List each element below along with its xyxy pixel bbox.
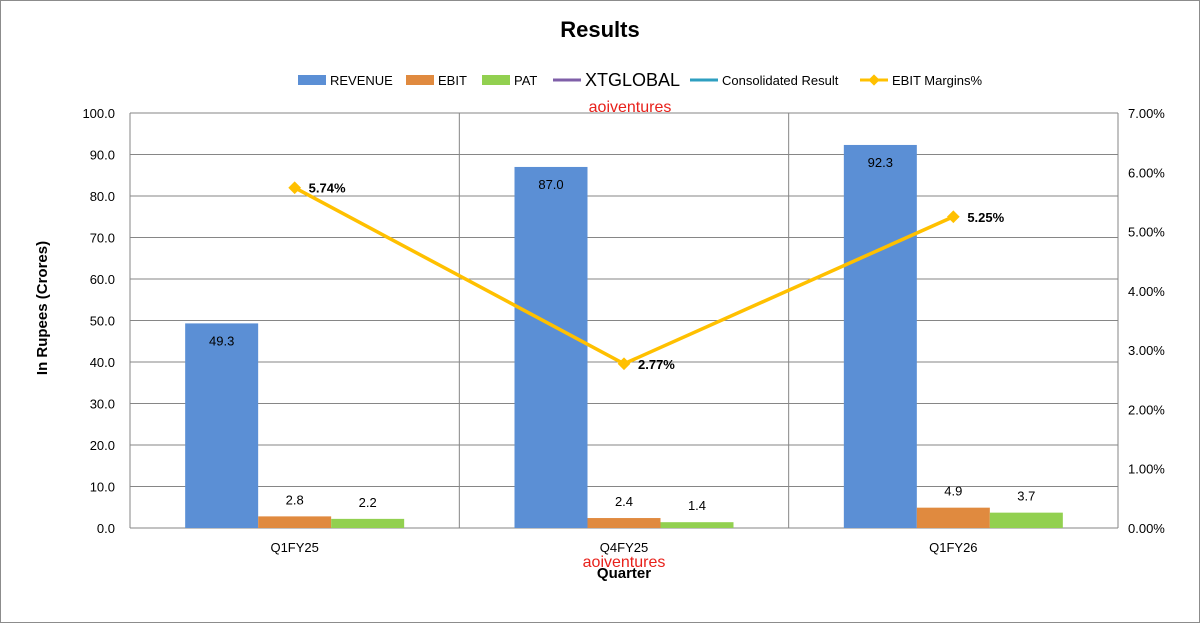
ebit-margin-marker — [617, 357, 631, 371]
y-tick-label: 30.0 — [90, 397, 115, 412]
legend-label-pat: PAT — [514, 73, 537, 88]
data-label-pat: 3.7 — [1017, 489, 1035, 504]
ebit-margin-label: 5.74% — [309, 181, 346, 196]
y-tick-label: 70.0 — [90, 231, 115, 246]
y2-tick-label: 4.00% — [1128, 284, 1165, 299]
bar-pat — [989, 512, 1063, 528]
ebit-margin-marker — [946, 210, 960, 224]
y2-tick-label: 0.00% — [1128, 521, 1165, 536]
legend-label-consolidated-result: Consolidated Result — [722, 73, 839, 88]
y-tick-label: 20.0 — [90, 438, 115, 453]
x-axis-title: Quarter — [597, 565, 651, 582]
legend-label-ebit: EBIT — [438, 73, 467, 88]
y-tick-label: 90.0 — [90, 148, 115, 163]
ebit-margin-marker — [288, 181, 302, 195]
legend-swatch-revenue — [298, 75, 326, 85]
y-tick-label: 100.0 — [82, 106, 115, 121]
bar-revenue — [185, 323, 259, 528]
y2-tick-label: 7.00% — [1128, 106, 1165, 121]
data-label-revenue: 92.3 — [868, 155, 893, 170]
x-tick-label: Q1FY26 — [929, 540, 977, 555]
y2-tick-label: 6.00% — [1128, 165, 1165, 180]
bar-pat — [660, 522, 734, 528]
legend-swatch-pat — [482, 75, 510, 85]
bar-ebit — [587, 518, 661, 528]
data-label-revenue: 49.3 — [209, 333, 234, 348]
chart-title: Results — [560, 17, 639, 42]
y2-tick-label: 1.00% — [1128, 462, 1165, 477]
y-tick-label: 0.0 — [97, 521, 115, 536]
legend-marker-ebit-margins — [868, 74, 880, 86]
y2-tick-label: 5.00% — [1128, 225, 1165, 240]
ebit-margin-label: 5.25% — [967, 210, 1004, 225]
bar-pat — [331, 518, 405, 528]
watermark-bottom: aoiventures — [583, 554, 666, 571]
legend-label-ebit-margins: EBIT Margins% — [892, 73, 983, 88]
y-tick-label: 50.0 — [90, 314, 115, 329]
y-tick-label: 60.0 — [90, 272, 115, 287]
y2-tick-label: 2.00% — [1128, 402, 1165, 417]
legend-label-xtglobal: XTGLOBAL — [585, 70, 680, 90]
data-label-pat: 1.4 — [688, 498, 706, 513]
bar-revenue — [843, 144, 917, 528]
watermark-top: aoiventures — [589, 99, 672, 116]
data-label-revenue: 87.0 — [538, 177, 563, 192]
y-tick-label: 80.0 — [90, 189, 115, 204]
data-label-ebit: 4.9 — [944, 484, 962, 499]
bar-ebit — [916, 507, 990, 528]
ebit-margin-label: 2.77% — [638, 357, 675, 372]
bar-ebit — [258, 516, 332, 528]
y-axis-title: In Rupees (Crores) — [34, 241, 51, 375]
x-tick-label: Q1FY25 — [270, 540, 318, 555]
data-label-ebit: 2.4 — [615, 494, 633, 509]
x-tick-label: Q4FY25 — [600, 540, 648, 555]
y-tick-label: 40.0 — [90, 355, 115, 370]
y2-tick-label: 3.00% — [1128, 343, 1165, 358]
legend-swatch-ebit — [406, 75, 434, 85]
legend-label-revenue: REVENUE — [330, 73, 393, 88]
data-label-pat: 2.2 — [359, 495, 377, 510]
y-tick-label: 10.0 — [90, 480, 115, 495]
bar-revenue — [514, 166, 588, 528]
data-label-ebit: 2.8 — [286, 492, 304, 507]
